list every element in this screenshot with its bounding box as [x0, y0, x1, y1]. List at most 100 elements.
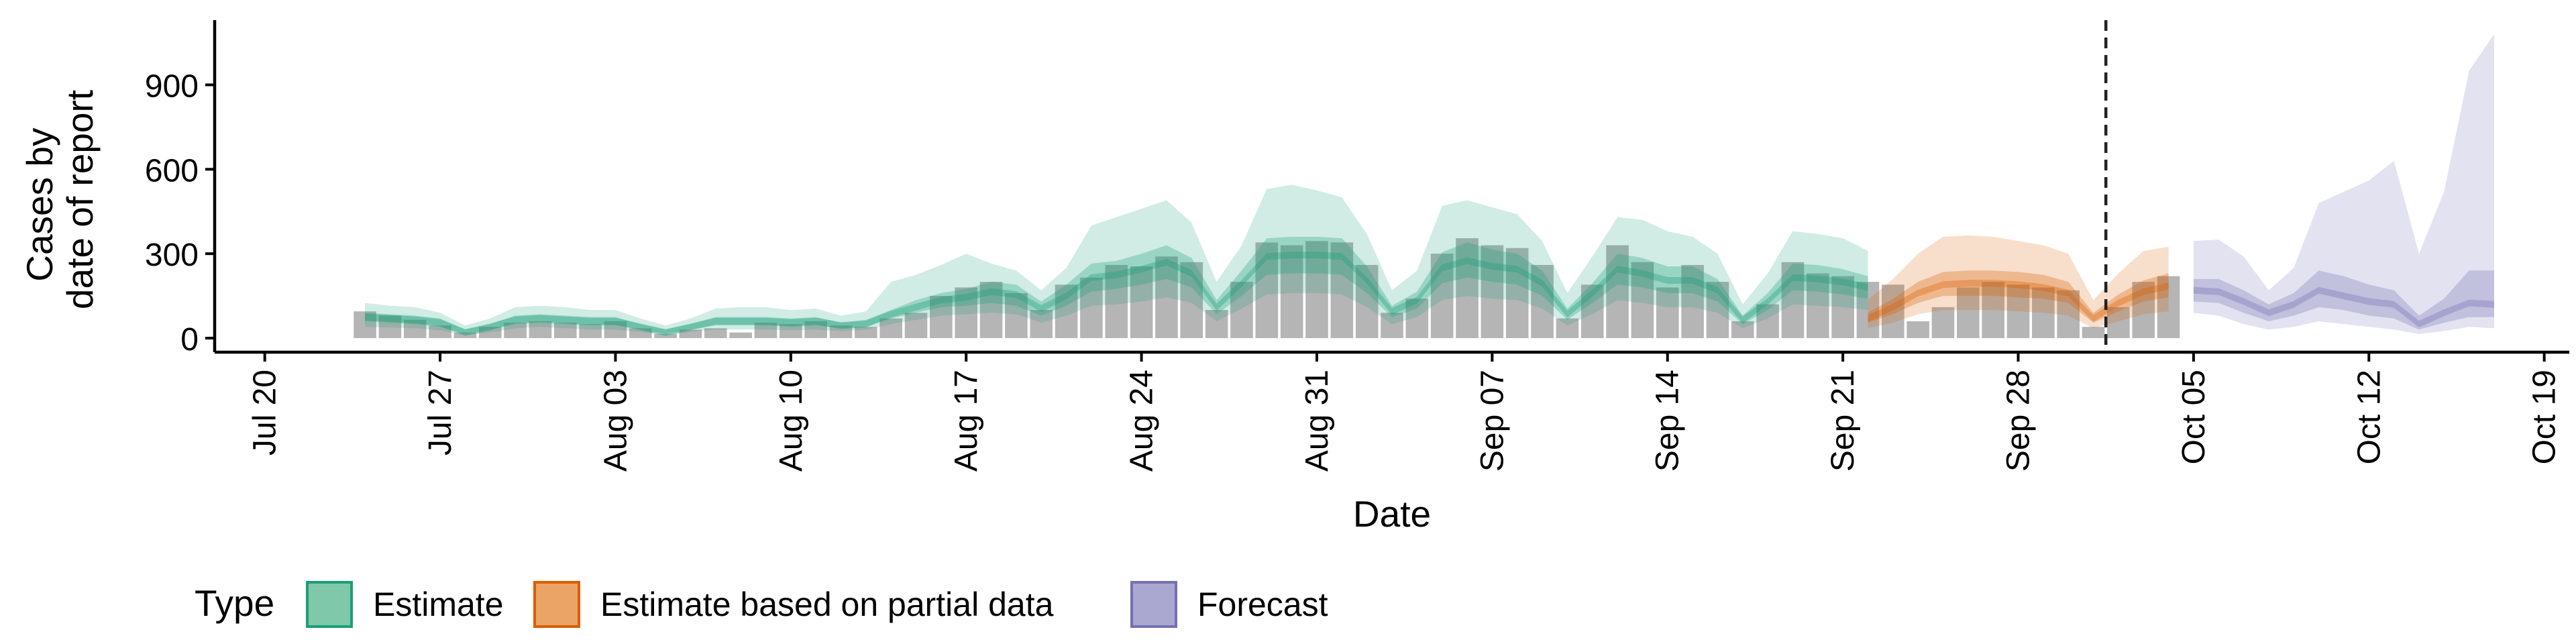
- data-bar: [904, 313, 928, 339]
- data-bar: [1230, 282, 1253, 339]
- data-bar: [1180, 262, 1203, 339]
- data-bar: [1882, 284, 1904, 339]
- data-bar: [2157, 276, 2180, 339]
- x-tick-label: Oct 12: [2351, 370, 2387, 464]
- legend-swatch: [533, 581, 580, 628]
- data-bar: [1531, 264, 1554, 339]
- data-bar: [1305, 241, 1328, 339]
- data-bar: [1481, 245, 1504, 339]
- x-axis-ticks: Jul 20 Jul 27 Aug 03 Aug 10 Aug 17 Aug 24 Aug …: [248, 352, 2563, 472]
- data-bar: [1580, 284, 1604, 339]
- y-axis-title: Cases by date of report: [19, 90, 101, 309]
- data-bar: [780, 324, 802, 339]
- legend-items: Estimate Estimate based on partial data Fo…: [306, 581, 1328, 628]
- x-tick-label: Sep 21: [1825, 370, 1861, 472]
- y-axis-title-line-2: date of report: [59, 90, 101, 309]
- data-bar: [354, 311, 376, 339]
- data-bar: [429, 325, 451, 339]
- y-tick-label: 300: [145, 237, 199, 273]
- data-bar: [478, 327, 502, 339]
- data-bar: [1430, 254, 1454, 339]
- data-bar: [1606, 245, 1629, 339]
- data-bar: [1355, 264, 1379, 339]
- data-bar: [879, 318, 902, 339]
- data-bar: [1831, 276, 1854, 339]
- forecast-band-outer: [2193, 34, 2494, 334]
- y-axis-title-line-1: Cases by: [19, 127, 60, 282]
- data-bar: [1556, 318, 1579, 339]
- data-bar: [1456, 238, 1479, 339]
- forecast-band-inner: [2193, 270, 2494, 330]
- data-bar: [2057, 290, 2080, 339]
- partial-band-inner: [1868, 270, 2169, 323]
- data-bar: [2032, 287, 2055, 339]
- data-bar: [1155, 256, 1178, 339]
- x-tick-label: Sep 28: [2001, 370, 2037, 472]
- estimate-band-inner: [365, 237, 1868, 334]
- data-bar: [704, 328, 727, 339]
- data-bar: [1706, 282, 1729, 339]
- data-bar: [1105, 264, 1128, 339]
- data-bar: [955, 287, 978, 339]
- x-tick-label: Sep 07: [1474, 370, 1510, 472]
- y-tick-label: 0: [180, 322, 199, 358]
- data-bar: [553, 322, 577, 339]
- data-bar: [1205, 310, 1228, 339]
- x-tick-label: Sep 14: [1650, 370, 1686, 472]
- data-bar: [2132, 282, 2155, 339]
- x-tick-label: Aug 17: [949, 370, 984, 472]
- data-bar: [504, 322, 527, 339]
- bands-layer: [365, 34, 2494, 336]
- data-bar: [1907, 321, 1929, 339]
- data-bar: [1330, 242, 1354, 339]
- legend-swatch: [306, 581, 353, 628]
- x-tick-label: Aug 31: [1299, 370, 1335, 472]
- y-tick-label: 600: [145, 153, 199, 189]
- data-bar: [1405, 299, 1429, 339]
- data-bar: [1080, 277, 1103, 339]
- legend-label: Forecast: [1197, 586, 1328, 623]
- x-tick-label: Aug 24: [1124, 370, 1160, 472]
- data-bar: [579, 324, 602, 339]
- data-bar: [979, 282, 1003, 339]
- legend-title: Type: [195, 582, 274, 624]
- data-bar: [1681, 264, 1704, 339]
- x-axis-title: Date: [1353, 493, 1431, 535]
- data-bar: [1656, 287, 1679, 339]
- data-bar: [2107, 307, 2130, 339]
- x-tick-label: Aug 10: [773, 370, 809, 472]
- data-bar: [1806, 273, 1829, 339]
- data-bar: [2006, 284, 2030, 339]
- data-bar: [403, 319, 427, 339]
- legend-label: Estimate: [373, 586, 504, 623]
- data-bar: [754, 322, 777, 339]
- data-bar: [1130, 266, 1153, 339]
- data-bar: [1005, 292, 1028, 339]
- data-bar: [1381, 313, 1403, 339]
- data-bar: [378, 315, 402, 339]
- data-bar: [804, 321, 827, 339]
- x-tick-label: Jul 27: [423, 370, 458, 455]
- data-bar: [604, 321, 627, 339]
- x-tick-label: Jul 20: [248, 370, 283, 455]
- data-bar: [654, 333, 677, 339]
- data-bar: [930, 296, 953, 339]
- data-bar: [1055, 284, 1078, 339]
- data-bar: [1731, 321, 1754, 339]
- data-bar: [1030, 310, 1053, 339]
- legend-label: Estimate based on partial data: [600, 586, 1054, 623]
- forecast-band-median: [2193, 286, 2494, 328]
- data-bar: [1255, 242, 1279, 339]
- data-bar: [1781, 262, 1805, 339]
- data-bar: [1631, 262, 1654, 339]
- data-bar: [2082, 327, 2105, 339]
- x-tick-label: Oct 05: [2176, 370, 2212, 464]
- data-bar: [679, 329, 702, 339]
- legend-swatch: [1130, 581, 1177, 628]
- bars-layer: [354, 238, 2180, 339]
- data-bar: [1756, 304, 1779, 339]
- y-tick-label: 900: [145, 68, 199, 104]
- x-tick-label: Oct 19: [2527, 370, 2563, 464]
- data-bar: [1856, 282, 1880, 339]
